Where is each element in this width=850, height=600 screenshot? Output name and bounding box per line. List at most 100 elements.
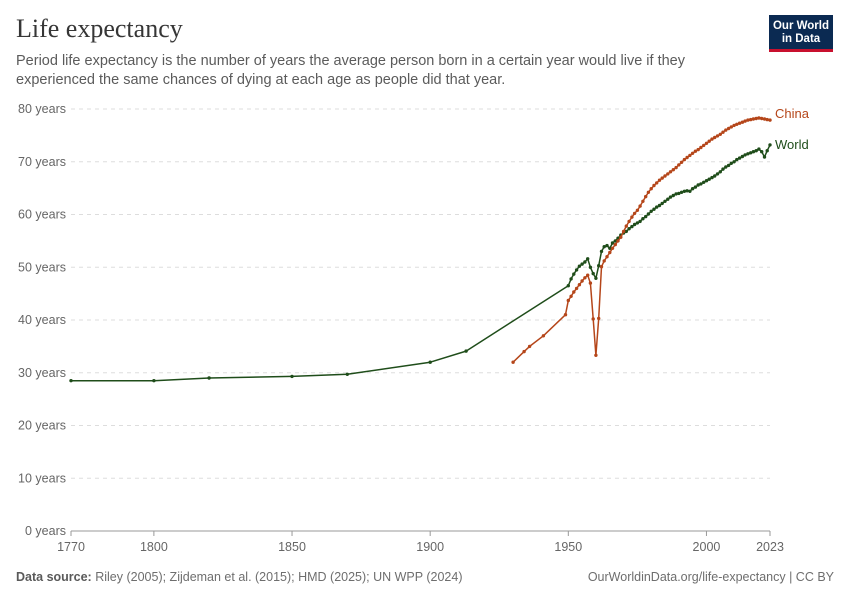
- china-point[interactable]: [671, 168, 675, 172]
- china-label[interactable]: China: [775, 106, 810, 121]
- china-point[interactable]: [743, 119, 747, 123]
- china-point[interactable]: [696, 147, 700, 152]
- world-point[interactable]: [685, 189, 689, 193]
- china-point[interactable]: [746, 118, 750, 122]
- china-point[interactable]: [685, 155, 689, 160]
- world-point[interactable]: [646, 212, 651, 216]
- china-line[interactable]: [512, 117, 771, 363]
- china-point[interactable]: [621, 229, 626, 234]
- world-point[interactable]: [768, 143, 772, 147]
- china-point[interactable]: [726, 126, 731, 131]
- world-point[interactable]: [572, 272, 576, 276]
- china-point[interactable]: [693, 149, 698, 153]
- world-point[interactable]: [464, 349, 468, 353]
- china-point[interactable]: [721, 130, 725, 134]
- china-point[interactable]: [597, 316, 601, 321]
- china-point[interactable]: [682, 157, 687, 162]
- world-point[interactable]: [638, 219, 642, 224]
- world-point[interactable]: [655, 205, 659, 209]
- china-point[interactable]: [737, 121, 742, 125]
- china-point[interactable]: [566, 298, 570, 303]
- world-point[interactable]: [713, 174, 717, 178]
- china-point[interactable]: [605, 255, 609, 259]
- world-point[interactable]: [757, 147, 761, 151]
- world-point[interactable]: [608, 246, 612, 250]
- world-line[interactable]: [71, 144, 771, 382]
- china-point[interactable]: [563, 313, 568, 317]
- world-point[interactable]: [724, 165, 728, 169]
- china-point[interactable]: [627, 219, 631, 224]
- china-point[interactable]: [754, 116, 758, 121]
- world-point[interactable]: [754, 149, 758, 153]
- world-point[interactable]: [699, 182, 703, 186]
- world-point[interactable]: [663, 199, 667, 203]
- world-point[interactable]: [707, 177, 711, 181]
- world-point[interactable]: [632, 222, 637, 227]
- china-point[interactable]: [608, 250, 612, 255]
- world-point[interactable]: [599, 249, 604, 254]
- china-point[interactable]: [688, 153, 692, 158]
- world-point[interactable]: [668, 195, 673, 199]
- china-point[interactable]: [594, 353, 598, 357]
- world-point[interactable]: [69, 379, 73, 383]
- china-point[interactable]: [704, 141, 709, 145]
- world-point[interactable]: [735, 157, 739, 162]
- china-point[interactable]: [729, 125, 733, 129]
- world-point[interactable]: [743, 153, 747, 157]
- world-point[interactable]: [674, 192, 678, 196]
- world-point[interactable]: [290, 374, 294, 379]
- china-point[interactable]: [541, 334, 546, 338]
- world-point[interactable]: [624, 229, 628, 234]
- world-point[interactable]: [765, 149, 769, 153]
- china-point[interactable]: [527, 344, 532, 349]
- world-point[interactable]: [345, 372, 349, 376]
- world-point[interactable]: [635, 221, 640, 225]
- world-point[interactable]: [726, 163, 731, 168]
- world-point[interactable]: [760, 150, 764, 154]
- world-point[interactable]: [574, 268, 579, 272]
- china-point[interactable]: [613, 242, 617, 247]
- china-point[interactable]: [577, 283, 582, 287]
- world-point[interactable]: [704, 179, 709, 183]
- china-point[interactable]: [616, 239, 620, 243]
- world-point[interactable]: [690, 187, 695, 191]
- world-point[interactable]: [652, 207, 656, 211]
- world-point[interactable]: [682, 189, 687, 193]
- world-point[interactable]: [649, 209, 653, 213]
- china-point[interactable]: [749, 117, 753, 122]
- world-point[interactable]: [737, 156, 742, 160]
- world-point[interactable]: [660, 201, 664, 206]
- china-point[interactable]: [762, 117, 767, 121]
- china-point[interactable]: [718, 132, 722, 136]
- china-point[interactable]: [586, 273, 590, 277]
- world-point[interactable]: [594, 276, 598, 280]
- world-point[interactable]: [580, 262, 584, 266]
- world-point[interactable]: [630, 224, 634, 229]
- world-point[interactable]: [577, 264, 582, 268]
- world-point[interactable]: [710, 175, 714, 180]
- world-point[interactable]: [671, 193, 675, 198]
- china-point[interactable]: [646, 190, 651, 194]
- china-point[interactable]: [610, 246, 615, 250]
- china-point[interactable]: [702, 143, 706, 148]
- china-point[interactable]: [599, 265, 604, 269]
- china-point[interactable]: [732, 123, 736, 128]
- world-point[interactable]: [597, 264, 601, 268]
- world-point[interactable]: [583, 260, 587, 264]
- world-point[interactable]: [657, 203, 662, 208]
- china-point[interactable]: [677, 163, 681, 167]
- world-point[interactable]: [428, 360, 432, 364]
- china-point[interactable]: [588, 281, 593, 285]
- china-point[interactable]: [660, 176, 664, 180]
- world-point[interactable]: [152, 379, 156, 383]
- world-point[interactable]: [569, 277, 573, 281]
- china-point[interactable]: [632, 211, 637, 216]
- world-point[interactable]: [641, 217, 645, 221]
- china-point[interactable]: [638, 204, 642, 208]
- china-point[interactable]: [710, 137, 714, 141]
- world-point[interactable]: [602, 245, 606, 249]
- world-point[interactable]: [693, 185, 698, 189]
- world-point[interactable]: [751, 150, 756, 154]
- world-point[interactable]: [644, 214, 648, 219]
- china-point[interactable]: [624, 224, 628, 228]
